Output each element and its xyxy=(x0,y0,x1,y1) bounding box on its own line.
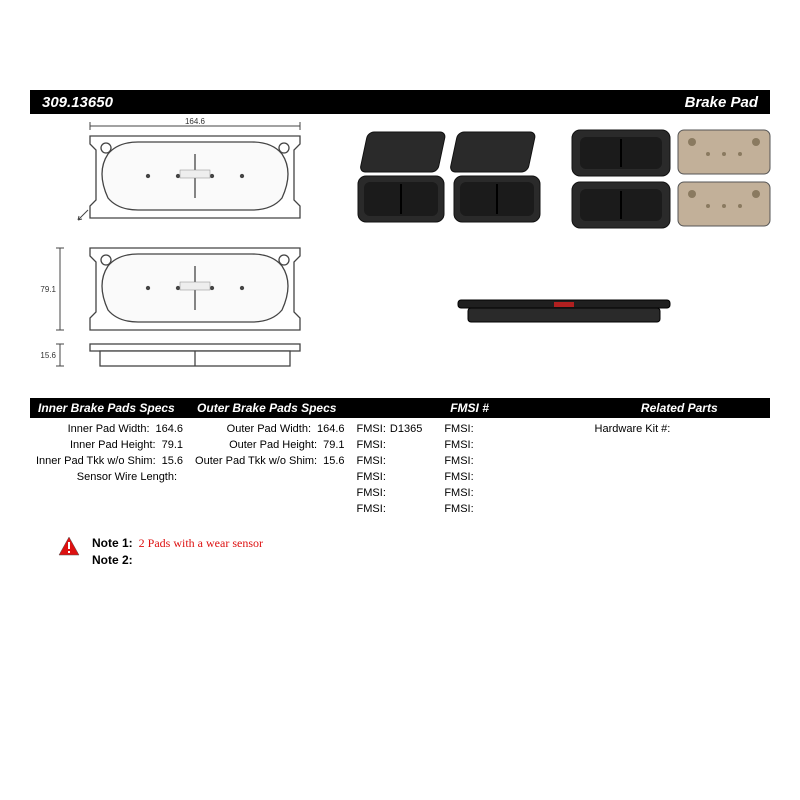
fmsi-label: FMSI: xyxy=(444,502,473,518)
spec-row: Inner Pad Height: 79.1 xyxy=(36,438,183,454)
outer-specs-header: Outer Brake Pads Specs xyxy=(189,398,351,418)
spec-label: Sensor Wire Length: xyxy=(36,470,177,486)
fmsi-row: FMSI: xyxy=(444,438,477,454)
fmsi-row: FMSI: xyxy=(444,470,477,486)
fmsi-label: FMSI: xyxy=(444,438,473,454)
fmsi-label: FMSI: xyxy=(357,470,386,486)
note1-val: 2 Pads with a wear sensor xyxy=(139,536,263,551)
fmsi-specs: FMSI # FMSI:D1365FMSI:FMSI:FMSI:FMSI:FMS… xyxy=(351,398,589,518)
fmsi-label: FMSI: xyxy=(444,454,473,470)
fmsi-header: FMSI # xyxy=(351,398,589,418)
photo-side-view xyxy=(350,296,778,328)
fmsi-row: FMSI: xyxy=(357,502,423,518)
spec-row: Outer Pad Width: 164.6 xyxy=(195,422,345,438)
fmsi-label: FMSI: xyxy=(357,454,386,470)
photo-row-top xyxy=(350,126,778,236)
spec-sheet: 309.13650 Brake Pad 164.6 xyxy=(0,0,800,800)
spec-value: 164.6 xyxy=(317,422,345,438)
spec-label: Inner Pad Height: xyxy=(36,438,156,454)
warning-icon xyxy=(58,536,80,556)
specs-section: Inner Brake Pads Specs Inner Pad Width: 1… xyxy=(30,398,770,518)
product-photos xyxy=(350,118,778,380)
note1-key: Note 1: xyxy=(92,536,133,550)
related-header: Related Parts xyxy=(589,398,770,418)
spec-label: Inner Pad Tkk w/o Shim: xyxy=(36,454,156,470)
upper-section: 164.6 xyxy=(30,118,770,380)
spec-label: Hardware Kit #: xyxy=(595,422,671,438)
fmsi-value: D1365 xyxy=(390,422,422,438)
fmsi-row: FMSI: xyxy=(444,422,477,438)
fmsi-row: FMSI: xyxy=(444,486,477,502)
spec-label: Inner Pad Width: xyxy=(36,422,150,438)
spec-row: Inner Pad Width: 164.6 xyxy=(36,422,183,438)
spec-label: Outer Pad Width: xyxy=(195,422,311,438)
spec-value: 15.6 xyxy=(162,454,183,470)
inner-specs-header: Inner Brake Pads Specs xyxy=(30,398,189,418)
fmsi-label: FMSI: xyxy=(357,438,386,454)
inner-specs: Inner Brake Pads Specs Inner Pad Width: 1… xyxy=(30,398,189,518)
fmsi-label: FMSI: xyxy=(357,502,386,518)
engineering-diagram: 164.6 xyxy=(30,118,330,380)
fmsi-row: FMSI: xyxy=(444,502,477,518)
spec-row: Inner Pad Tkk w/o Shim: 15.6 xyxy=(36,454,183,470)
notes-section: Note 1: 2 Pads with a wear sensor Note 2… xyxy=(30,536,770,567)
title-bar: 309.13650 Brake Pad xyxy=(30,90,770,114)
fmsi-label: FMSI: xyxy=(444,486,473,502)
spec-label: Outer Pad Height: xyxy=(195,438,317,454)
photo-shim-group xyxy=(568,126,778,236)
spec-value: 79.1 xyxy=(323,438,344,454)
fmsi-row: FMSI:D1365 xyxy=(357,422,423,438)
spec-value: 15.6 xyxy=(323,454,344,470)
dim-width: 164.6 xyxy=(185,118,206,126)
outer-specs: Outer Brake Pads Specs Outer Pad Width: 1… xyxy=(189,398,351,518)
fmsi-row: FMSI: xyxy=(357,454,423,470)
fmsi-label: FMSI: xyxy=(444,422,473,438)
spec-row: Hardware Kit #: xyxy=(595,422,764,438)
dim-thickness: 15.6 xyxy=(40,351,56,360)
note-lines: Note 1: 2 Pads with a wear sensor Note 2… xyxy=(92,536,263,567)
spec-row: Sensor Wire Length: xyxy=(36,470,183,486)
spec-value: 164.6 xyxy=(156,422,184,438)
fmsi-row: FMSI: xyxy=(357,438,423,454)
spec-label: Outer Pad Tkk w/o Shim: xyxy=(195,454,317,470)
note2-key: Note 2: xyxy=(92,553,133,567)
fmsi-row: FMSI: xyxy=(357,470,423,486)
dim-height: 79.1 xyxy=(40,285,56,294)
fmsi-label: FMSI: xyxy=(357,486,386,502)
spec-row: Outer Pad Height: 79.1 xyxy=(195,438,345,454)
part-number: 309.13650 xyxy=(30,90,125,114)
fmsi-row: FMSI: xyxy=(444,454,477,470)
product-name: Brake Pad xyxy=(673,90,770,114)
fmsi-label: FMSI: xyxy=(444,470,473,486)
fmsi-label: FMSI: xyxy=(357,422,386,438)
spec-value: 79.1 xyxy=(162,438,183,454)
pad-diagram-svg: 164.6 xyxy=(30,118,330,378)
photo-four-pads xyxy=(350,126,550,236)
fmsi-row: FMSI: xyxy=(357,486,423,502)
spec-row: Outer Pad Tkk w/o Shim: 15.6 xyxy=(195,454,345,470)
related-parts: Related Parts Hardware Kit #: xyxy=(589,398,770,518)
